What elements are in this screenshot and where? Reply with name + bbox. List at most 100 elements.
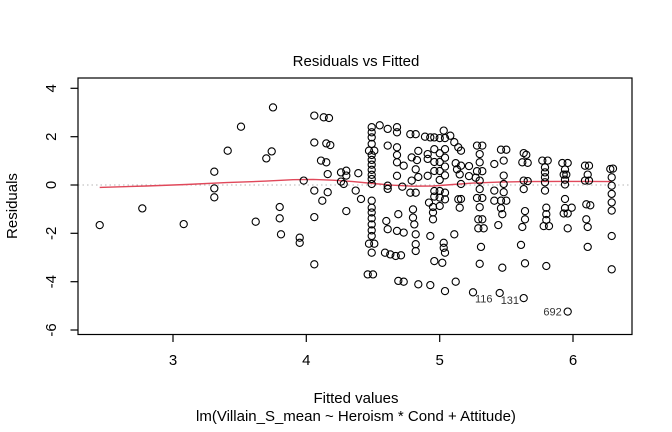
data-point (339, 179, 348, 189)
data-point (430, 145, 439, 154)
data-point (411, 165, 420, 174)
data-point (440, 171, 450, 180)
data-point (367, 203, 376, 212)
data-point (138, 204, 147, 213)
data-point (494, 220, 503, 230)
data-point (502, 196, 511, 205)
data-point (435, 166, 444, 176)
data-point (435, 157, 444, 167)
data-point (519, 176, 528, 185)
data-point (607, 231, 616, 241)
outlier-point-label: 131 (501, 295, 519, 307)
data-point (543, 156, 552, 165)
data-point (435, 186, 444, 196)
outlier-labels-layer: 116 131 692 (468, 288, 572, 319)
data-point (411, 130, 420, 139)
data-point (438, 258, 447, 267)
data-point (435, 175, 444, 185)
data-point (423, 171, 432, 180)
y-tick-label: 2 (43, 133, 60, 141)
data-point (408, 213, 418, 222)
data-point (518, 158, 527, 167)
data-point (299, 176, 308, 185)
data-point (336, 177, 346, 186)
data-point (559, 170, 568, 179)
data-point (318, 196, 327, 205)
data-point (398, 182, 407, 191)
data-point (370, 146, 379, 155)
data-point (430, 166, 439, 176)
data-point (95, 220, 104, 230)
data-point (223, 146, 232, 155)
data-point (539, 221, 548, 231)
data-point (522, 150, 531, 159)
data-point (428, 208, 438, 217)
data-point (310, 260, 319, 269)
data-point (367, 174, 376, 184)
data-point (520, 215, 530, 224)
data-point (268, 103, 278, 112)
x-axis-label: Fitted values (313, 390, 398, 407)
data-point (435, 193, 444, 202)
outlier-point-label: 116 (475, 293, 493, 305)
data-point (440, 195, 450, 204)
data-point (210, 167, 219, 176)
data-point (440, 248, 450, 257)
data-point (478, 141, 487, 150)
data-point (406, 130, 415, 139)
data-point (396, 251, 406, 260)
x-tick-label: 5 (436, 352, 444, 369)
data-point (584, 176, 594, 185)
data-point (542, 261, 551, 271)
data-point (540, 163, 550, 172)
data-point (323, 169, 332, 179)
y-tick-label: 4 (43, 84, 60, 92)
data-point (498, 210, 507, 219)
data-point (367, 231, 376, 241)
data-point (440, 286, 450, 296)
data-point (368, 270, 378, 279)
data-point (523, 158, 532, 167)
data-point (179, 219, 188, 229)
data-point (582, 215, 591, 224)
y-tick-label: 0 (43, 181, 60, 189)
y-axis: 4 2 0 -2 -4 -6 (43, 84, 78, 337)
data-point (367, 208, 376, 217)
data-point (367, 179, 376, 189)
data-point (435, 201, 444, 211)
data-point (367, 226, 376, 235)
data-point (428, 202, 438, 212)
data-point (411, 240, 420, 249)
x-axis: 3 4 5 6 (169, 334, 577, 369)
data-point (363, 270, 372, 279)
data-point (251, 217, 260, 226)
data-point (316, 156, 326, 165)
data-point (407, 176, 416, 185)
data-point (295, 233, 304, 242)
data-point (456, 194, 466, 204)
data-point (607, 181, 616, 190)
data-point (435, 149, 444, 158)
data-point (276, 230, 286, 239)
data-point (499, 156, 508, 165)
model-caption: lm(Villain_S_mean ~ Heroism * Cond + Att… (196, 408, 516, 425)
data-point (367, 196, 376, 205)
data-point (475, 203, 484, 212)
data-point (474, 215, 483, 224)
data-point (519, 184, 528, 194)
data-point (342, 171, 351, 180)
data-point (367, 150, 376, 160)
data-point (354, 169, 363, 178)
data-point (310, 212, 319, 222)
data-point (430, 256, 439, 266)
data-point (540, 186, 550, 195)
data-point (423, 154, 432, 164)
data-point (382, 216, 391, 226)
outlier-point-label: 692 (543, 307, 561, 319)
data-point (262, 154, 271, 163)
data-point (399, 277, 408, 286)
data-point (380, 248, 390, 257)
data-point (560, 165, 570, 174)
x-tick-label: 4 (302, 352, 310, 369)
data-point (392, 123, 402, 132)
